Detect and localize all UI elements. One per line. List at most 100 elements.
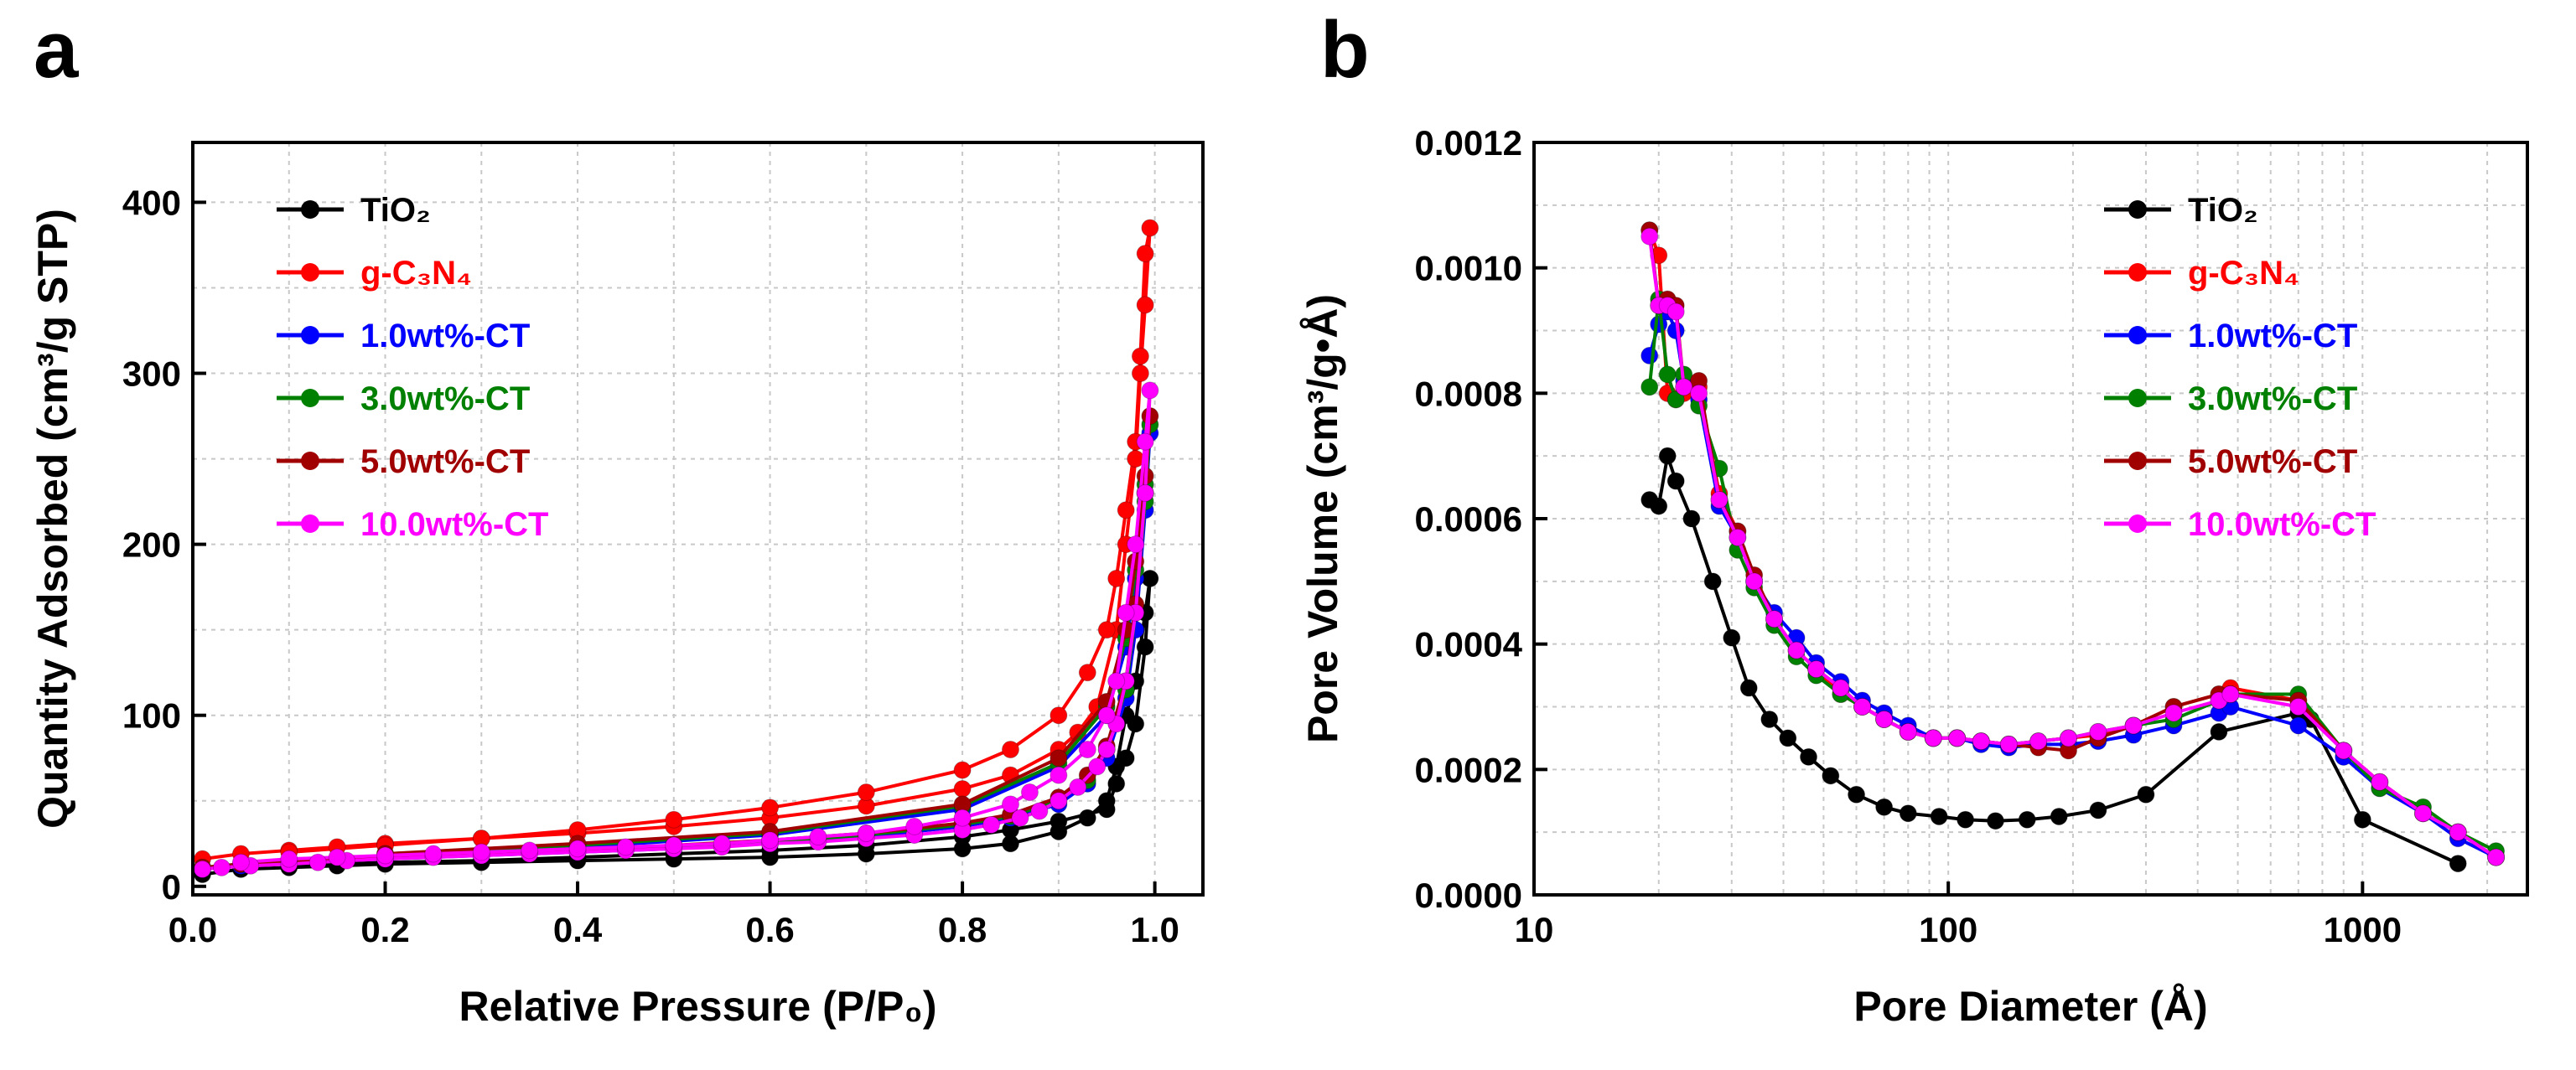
data-point: [1986, 812, 2004, 830]
data-point: [2221, 685, 2240, 704]
legend-item-5-0wt-ct: 5.0wt%-CT: [277, 443, 530, 480]
data-point: [665, 810, 683, 829]
data-point: [1050, 792, 1068, 810]
legend-label: 10.0wt%-CT: [2188, 506, 2376, 543]
data-point: [2289, 698, 2308, 716]
panel-a-series-layer: [193, 219, 1159, 884]
x-tick-label: 0.4: [553, 910, 603, 949]
data-point: [1723, 628, 1741, 647]
panel-b-letter: b: [1320, 5, 1370, 95]
data-point: [1136, 245, 1154, 263]
data-point: [1690, 384, 1708, 402]
data-point: [1948, 729, 1967, 747]
legend-item-g-c-n: g-C₃N₄: [277, 255, 472, 292]
data-point: [1078, 809, 1096, 827]
panel-b-y-axis-title: Pore Volume (cm³/g•Å): [1299, 294, 1346, 743]
data-point: [1097, 621, 1116, 639]
legend-item-3-0wt-ct: 3.0wt%-CT: [277, 380, 530, 417]
data-point: [713, 835, 731, 853]
panel-a-plot-frame: [191, 141, 1205, 897]
data-point: [1999, 735, 2018, 753]
legend-item-1-0wt-ct: 1.0wt%-CT: [2104, 318, 2357, 354]
data-point: [905, 817, 924, 835]
series-tio: [1640, 447, 2467, 873]
panel-a-grid: [193, 142, 1203, 895]
legend-label: 1.0wt%-CT: [2188, 318, 2357, 354]
legend-marker: [301, 200, 319, 219]
panel-b: b 10 100 1000 0.0000 0.0002 0.0004 0.0006 0.000…: [1299, 5, 2529, 1030]
y-tick-label: 0.0010: [1415, 249, 1522, 288]
data-point: [1675, 378, 1693, 396]
data-point: [1957, 810, 1975, 829]
panel-b-ticks: 10 100 1000 0.0000 0.0002 0.0004 0.0006 0.0008 0…: [1415, 123, 2402, 949]
data-point: [809, 828, 827, 846]
data-point: [1127, 715, 1145, 733]
legend-marker: [301, 326, 319, 344]
data-point: [1972, 732, 1990, 751]
y-tick-label: 300: [122, 354, 181, 394]
data-point: [308, 853, 327, 871]
data-point: [1779, 729, 1797, 747]
data-point: [2089, 722, 2107, 741]
legend-marker: [301, 514, 319, 533]
legend-label: 5.0wt%-CT: [360, 443, 530, 480]
data-point: [1050, 766, 1068, 784]
data-point: [1640, 346, 1659, 364]
legend-item-tio: TiO₂: [2104, 192, 2258, 229]
data-point: [1640, 227, 1659, 246]
legend-marker: [301, 452, 319, 470]
panel-a-y-axis-title: Quantity Adsorbed (cm³/g STP): [29, 209, 76, 829]
series-g-c-n: [193, 219, 1159, 868]
data-point: [1807, 660, 1826, 679]
legend-label: 1.0wt%-CT: [360, 318, 530, 354]
data-point: [2289, 716, 2308, 735]
data-point: [1640, 378, 1659, 396]
panel-b-x-axis-title: Pore Diameter (Å): [1853, 983, 2207, 1030]
y-tick-label: 400: [122, 183, 181, 222]
data-point: [1136, 483, 1154, 502]
data-point: [2060, 729, 2078, 747]
data-point: [1739, 679, 1758, 697]
legend-marker: [2128, 452, 2147, 470]
data-point: [1787, 641, 1806, 659]
data-point: [1899, 722, 1917, 741]
data-point: [1710, 491, 1729, 509]
data-point: [1107, 569, 1126, 587]
data-point: [1131, 347, 1149, 365]
data-point: [953, 761, 972, 779]
data-point: [857, 824, 875, 843]
data-point: [1050, 706, 1068, 725]
legend-item-tio: TiO₂: [277, 192, 431, 229]
data-point: [2018, 810, 2036, 829]
data-point: [1729, 528, 1747, 546]
data-point: [280, 850, 298, 868]
legend-label: 3.0wt%-CT: [2188, 380, 2357, 417]
legend-marker: [2128, 326, 2147, 344]
y-tick-label: 0.0004: [1415, 625, 1523, 664]
legend-marker: [301, 389, 319, 407]
data-point: [761, 831, 780, 850]
legend-marker: [2128, 514, 2147, 533]
panel-a: a 0.0 0.2 0.4 0.6 0.8 1.0 0 100 200 300 400 Relati…: [29, 5, 1205, 1030]
y-tick-label: 0.0008: [1415, 374, 1522, 413]
data-point: [1127, 535, 1145, 554]
data-point: [1832, 679, 1850, 697]
data-point: [2050, 807, 2068, 825]
data-point: [1050, 749, 1068, 768]
data-point: [665, 836, 683, 855]
panel-a-legend: TiO₂ g-C₃N₄ 1.0wt%-CT 3.0wt%-CT 5.0wt%-CT 10.…: [277, 192, 549, 543]
data-point: [2137, 785, 2155, 804]
data-point: [1765, 610, 1784, 628]
panel-a-x-axis-title: Relative Pressure (P/P₀): [459, 983, 936, 1030]
data-point: [376, 846, 395, 865]
data-point: [2210, 722, 2228, 741]
legend-item-10-0wt-ct: 10.0wt%-CT: [2104, 506, 2376, 543]
data-point: [1703, 572, 1722, 591]
data-point: [1117, 749, 1135, 768]
legend-item-g-c-n: g-C₃N₄: [2104, 255, 2299, 292]
y-tick-label: 100: [122, 696, 181, 736]
data-point: [1853, 698, 1872, 716]
legend-item-1-0wt-ct: 1.0wt%-CT: [277, 318, 530, 354]
data-point: [1078, 664, 1096, 682]
legend-marker: [2128, 200, 2147, 219]
